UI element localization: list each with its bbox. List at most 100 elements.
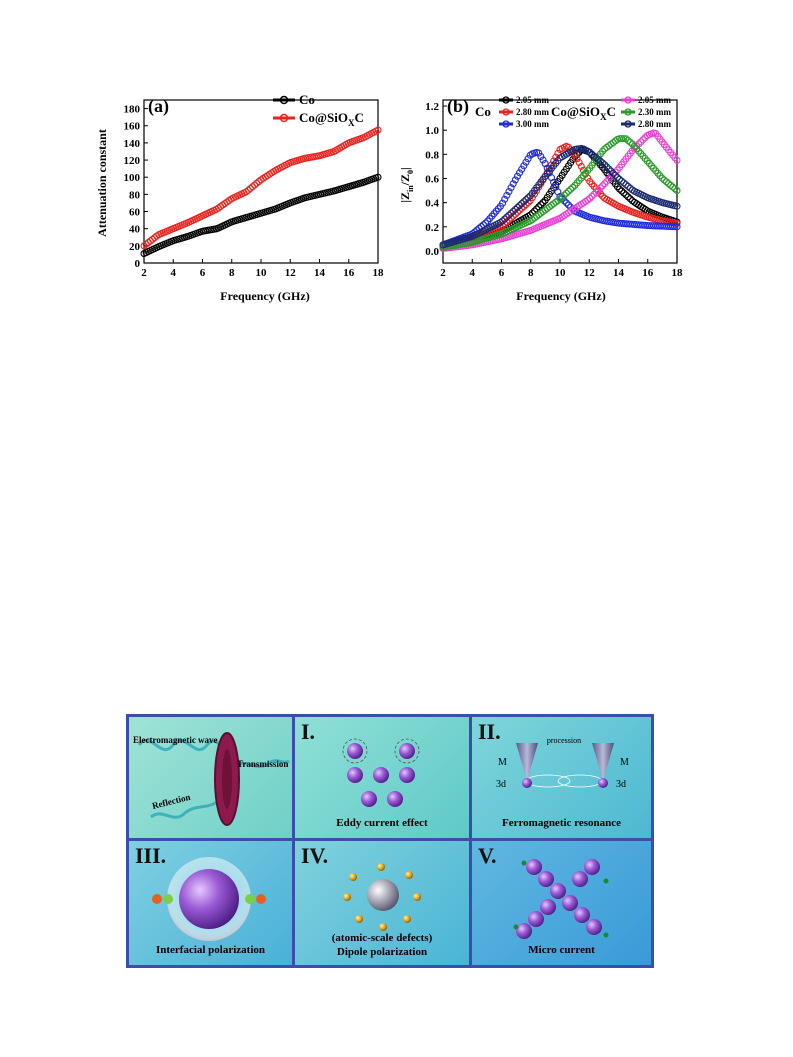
- data-point: [594, 186, 602, 194]
- data-point: [664, 179, 673, 188]
- data-point: [618, 135, 626, 143]
- legend-b-marker: [624, 96, 632, 104]
- data-point: [598, 147, 607, 155]
- cell-ferromagnetic-resonance: II. procession M M 3d 3d Ferromagnetic r…: [472, 717, 651, 838]
- data-point: [624, 182, 632, 190]
- data-point: [562, 189, 570, 197]
- data-point: [242, 188, 250, 196]
- legend-b-marker: [624, 120, 632, 128]
- data-point: [601, 161, 609, 169]
- label-reflection: Reflection: [151, 792, 191, 811]
- charge-plus-right: [245, 894, 255, 904]
- x-tick-label: 12: [285, 267, 297, 279]
- series-2-30-mm: [439, 135, 681, 251]
- data-point: [501, 215, 509, 223]
- chart-b-panel-label: (b): [447, 96, 469, 117]
- legend-b-label: 2.05 mm: [638, 95, 671, 105]
- roman-I: I.: [301, 719, 316, 744]
- chain-particle: [526, 859, 542, 875]
- chart-b-series-layer: [439, 129, 681, 253]
- data-point: [509, 207, 517, 215]
- data-point: [637, 138, 645, 146]
- data-point: [622, 181, 630, 189]
- chain-particle: [550, 883, 566, 899]
- data-point: [673, 156, 681, 164]
- chart-b-legend: Co Co@SiOXC 2.05 mm2.80 mm3.00 mm2.05 mm…: [475, 95, 671, 129]
- y-tick-label: 160: [124, 121, 141, 133]
- data-point: [511, 176, 519, 184]
- roman-IV: IV.: [301, 843, 329, 868]
- data-point: [598, 159, 607, 167]
- data-point: [598, 182, 607, 190]
- eddy-particle-7: [387, 791, 403, 807]
- data-point: [620, 179, 628, 187]
- x-tick-label: 4: [470, 267, 476, 279]
- data-point: [613, 173, 621, 181]
- legend-b-item: 2.05 mm: [499, 95, 549, 105]
- data-point: [516, 201, 524, 210]
- legend-co: Co: [273, 92, 315, 107]
- data-point: [624, 193, 632, 201]
- y-tick-label: 0.4: [425, 198, 439, 210]
- data-point: [509, 180, 517, 188]
- central-particle: [367, 879, 399, 911]
- legend-group-co: Co: [475, 104, 491, 119]
- chart-a-series-layer: [140, 126, 382, 258]
- data-point: [586, 148, 594, 156]
- x-tick-label: 8: [528, 267, 534, 279]
- particle-chain-a: [526, 859, 602, 935]
- data-point: [520, 198, 528, 206]
- data-point: [671, 223, 679, 231]
- roman-V: V.: [478, 843, 497, 868]
- data-point: [520, 162, 528, 170]
- charge-minus-right: [256, 894, 266, 904]
- eddy-loop-2: [394, 738, 420, 764]
- y-tick-label: 80: [129, 189, 141, 201]
- eddy-particle-3: [347, 767, 363, 783]
- data-point: [554, 197, 562, 205]
- cell-micro-current: V. Micro current: [472, 841, 651, 965]
- data-point: [609, 169, 617, 177]
- chain-particle: [572, 871, 588, 887]
- x-tick-label: 18: [672, 267, 684, 279]
- data-point: [628, 140, 636, 148]
- chain-particle: [538, 871, 554, 887]
- roman-II: II.: [478, 719, 501, 744]
- data-point: [374, 126, 382, 134]
- legend-co-marker: [279, 95, 289, 105]
- eddy-particle-1: [347, 743, 363, 759]
- y-tick-label: 0: [135, 258, 141, 270]
- data-point: [611, 171, 619, 179]
- data-point: [601, 180, 609, 188]
- defect-atom: [403, 915, 411, 923]
- defect-atom: [379, 923, 387, 931]
- legend-b-marker: [624, 108, 632, 116]
- x-tick-label: 16: [642, 267, 654, 279]
- x-tick-label: 2: [141, 267, 147, 279]
- data-point: [513, 172, 522, 180]
- data-point: [501, 195, 509, 203]
- y-tick-label: 0.8: [425, 149, 439, 161]
- charge-minus-left: [152, 894, 162, 904]
- y-tick-label: 140: [124, 138, 141, 150]
- data-point: [626, 195, 634, 203]
- caption-interfacial: Interfacial polarization: [155, 944, 266, 956]
- mechanism-schematic: Electromagnetic wave Transmission Reflec…: [126, 714, 654, 968]
- data-point: [618, 187, 626, 195]
- data-point: [564, 201, 573, 209]
- charge-plus-left: [163, 894, 173, 904]
- y-tick-label: 0.6: [425, 173, 439, 185]
- legend-co-label: Co: [299, 92, 315, 107]
- data-point: [524, 194, 532, 202]
- data-point: [507, 184, 515, 192]
- data-point: [590, 190, 598, 198]
- micro-current-illustration: [513, 859, 609, 939]
- data-point: [596, 157, 604, 165]
- chain-particle: [586, 919, 602, 935]
- x-tick-label: 6: [200, 267, 206, 279]
- y-tick-label: 40: [129, 224, 141, 236]
- legend-b-marker: [502, 108, 510, 116]
- x-tick-label: 16: [343, 267, 355, 279]
